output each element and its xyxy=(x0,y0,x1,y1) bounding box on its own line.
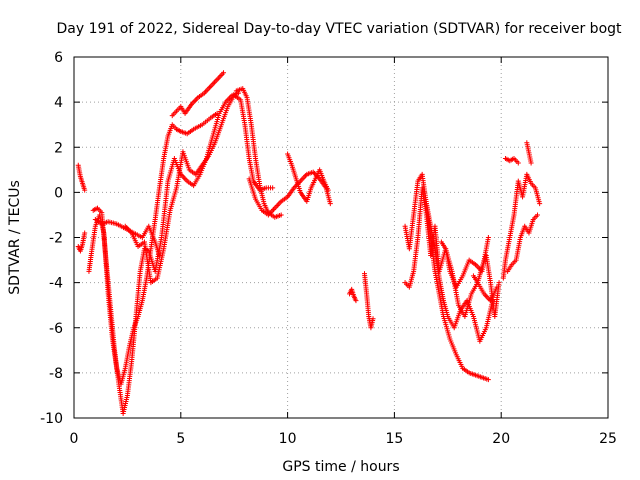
data-point xyxy=(270,185,276,191)
x-tick-label: 5 xyxy=(176,431,185,447)
y-tick-label: -10 xyxy=(40,411,63,427)
data-point xyxy=(327,201,333,207)
y-tick-label: 4 xyxy=(54,95,63,111)
x-tick-label: 25 xyxy=(599,431,617,447)
x-tick-label: 10 xyxy=(279,431,297,447)
y-axis-title: SDTVAR / TECUs xyxy=(7,180,23,295)
data-point xyxy=(485,377,491,383)
y-tick-label: 2 xyxy=(54,140,63,156)
y-tick-label: 6 xyxy=(54,50,63,66)
data-point xyxy=(278,212,284,218)
data-point xyxy=(370,316,376,322)
data-point xyxy=(325,187,331,193)
data-point xyxy=(537,201,543,207)
x-tick-label: 0 xyxy=(70,431,79,447)
data-point xyxy=(221,70,227,76)
y-tick-label: -4 xyxy=(49,276,63,292)
x-axis-title: GPS time / hours xyxy=(282,459,399,475)
data-point xyxy=(528,160,534,166)
y-tick-label: -8 xyxy=(49,366,63,382)
data-point xyxy=(515,160,521,166)
data-points xyxy=(75,70,543,416)
data-point xyxy=(82,230,88,236)
x-tick-label: 15 xyxy=(385,431,403,447)
grid xyxy=(74,57,608,418)
data-point xyxy=(485,235,491,240)
y-tick-label: -2 xyxy=(49,231,63,247)
data-point xyxy=(496,280,502,286)
y-tick-label: 0 xyxy=(54,185,63,201)
x-tick-label: 20 xyxy=(492,431,510,447)
data-point xyxy=(535,212,541,218)
chart-title: Day 191 of 2022, Sidereal Day-to-day VTE… xyxy=(56,21,622,37)
axis-ticks: 0 5 10 15 20 25 -10 -8 -6 -4 -2 0 2 4 6 xyxy=(40,50,617,447)
data-point xyxy=(353,298,359,304)
y-tick-label: -6 xyxy=(49,321,63,337)
data-point xyxy=(82,187,88,193)
